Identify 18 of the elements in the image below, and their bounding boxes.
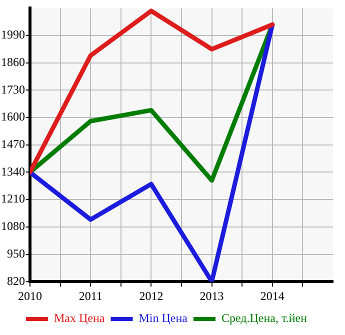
y-tick-label: 1340 bbox=[1, 164, 25, 178]
x-tick-label: 2012 bbox=[139, 288, 164, 303]
x-tick-label: 2010 bbox=[18, 288, 42, 303]
y-tick-label: 820 bbox=[7, 274, 25, 288]
x-tick-label: 2013 bbox=[200, 288, 224, 303]
legend-label: Сред.Цена, т.йен bbox=[221, 311, 308, 326]
x-tick-label: 2014 bbox=[260, 288, 284, 303]
legend-label: Min Цена bbox=[138, 311, 188, 326]
y-tick-label: 1600 bbox=[1, 110, 25, 124]
y-tick-label: 1080 bbox=[1, 219, 25, 234]
legend-label: Max Цена bbox=[54, 311, 106, 326]
y-tick-label: 1990 bbox=[1, 28, 25, 42]
y-tick-label: 1470 bbox=[1, 137, 25, 152]
y-tick-label: 1730 bbox=[1, 82, 25, 96]
y-tick-label: 1860 bbox=[1, 55, 25, 70]
y-tick-label: 950 bbox=[7, 246, 25, 260]
y-tick-label: 1210 bbox=[1, 192, 25, 206]
x-tick-label: 2011 bbox=[78, 288, 102, 303]
